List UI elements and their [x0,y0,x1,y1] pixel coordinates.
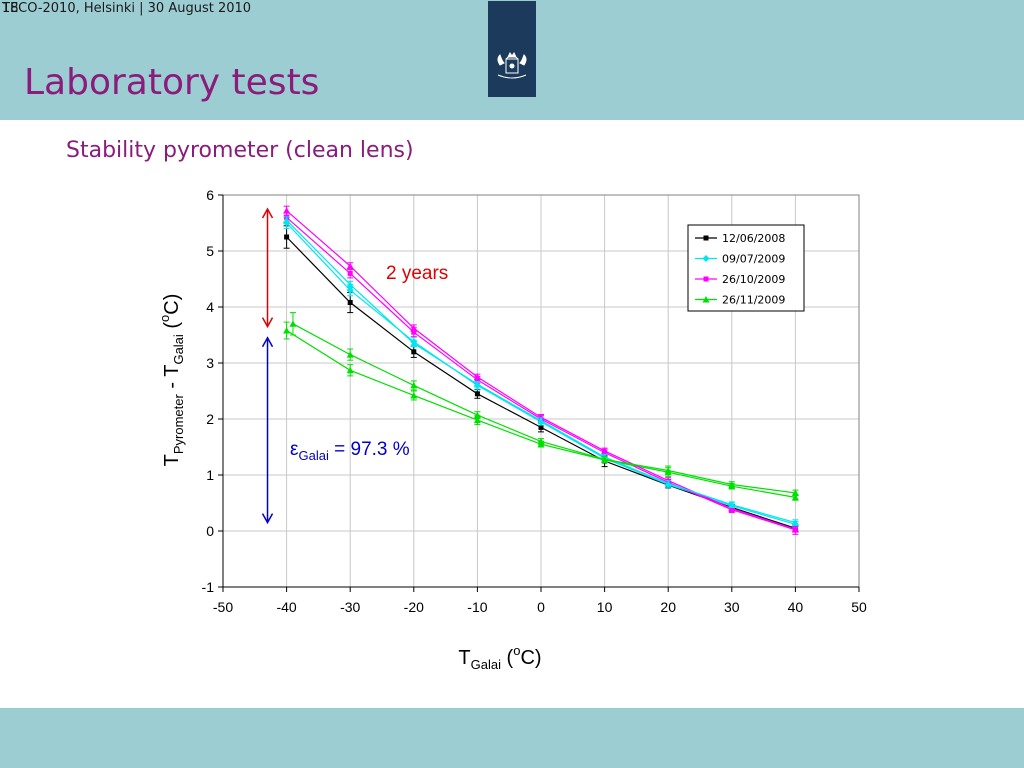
y-tick-label: -1 [202,579,215,595]
data-point [346,262,354,270]
y-tick-label: 4 [206,299,214,315]
x-tick-label: 50 [851,599,867,615]
series-line [292,323,796,494]
data-point [791,519,799,526]
legend-label: 12/06/2008 [722,232,785,245]
data-point [601,455,609,463]
data-point [538,424,544,430]
annotation-two-years: 2 years [386,263,448,284]
y-tick-label: 3 [206,355,214,371]
y-tick-label: 5 [206,243,214,259]
data-point [537,437,545,445]
data-series [289,312,799,497]
series-layer [283,205,799,535]
data-point [664,479,672,487]
data-point [473,373,481,380]
x-tick-label: -10 [467,599,487,615]
data-point [664,467,672,474]
conference-info: TECO-2010, Helsinki | 30 August 2010 [2,1,252,16]
data-point [702,255,710,262]
data-point [346,351,354,358]
x-tick-label: 0 [537,599,545,615]
y-tick-label: 0 [206,523,214,539]
data-point [283,216,291,224]
data-point [473,380,481,388]
data-point [411,349,417,355]
footer-band [0,708,1024,768]
data-point [410,381,418,389]
slide-number: 18 [2,1,19,16]
data-point [702,296,710,303]
legend-label: 09/07/2009 [722,253,785,266]
data-point [346,281,354,288]
data-point [410,339,418,347]
data-point [289,320,297,327]
x-tick-label: -50 [213,599,233,615]
annotation-emissivity: εGalai = 97.3 % [290,439,410,463]
data-point [410,324,418,332]
arrow-head [261,513,274,525]
data-point [728,481,736,488]
y-axis-title: TPyrometer - TGalai (oC) [157,294,186,467]
data-point [410,391,418,399]
x-axis-title: TGalai (oC) [458,643,541,672]
data-point [283,207,291,214]
data-point [283,327,291,334]
chart-subtitle: Stability pyrometer (clean lens) [66,138,414,163]
legend: 12/06/2008 09/07/2009 26/10/2009 26/11/2009 [687,224,805,312]
data-point [728,505,736,512]
data-point [347,270,353,276]
legend-label: 26/10/2009 [722,273,785,286]
x-tick-label: -40 [276,599,296,615]
data-point [537,413,545,421]
x-tick-label: 20 [660,599,676,615]
data-point [537,417,545,424]
arrow-head [261,317,274,329]
dutch-coat-of-arms-icon [488,1,536,97]
x-tick-label: -20 [404,599,424,615]
y-tick-label: 6 [206,187,214,203]
y-tick-label: 1 [206,467,214,483]
arrow-head [261,336,274,348]
data-point [791,493,799,501]
data-point [346,366,354,374]
data-point [411,329,417,335]
double-arrow [261,336,274,525]
data-point [703,276,709,282]
x-tick-label: 30 [724,599,740,615]
data-series [283,216,799,526]
data-point [474,391,480,397]
data-point [791,525,799,533]
y-tick-label: 2 [206,411,214,427]
data-point [473,411,481,419]
arrow-head [261,207,274,219]
data-point [791,489,799,496]
data-point [601,447,609,454]
slide-title: Laboratory tests [24,62,320,103]
double-arrow [261,207,274,329]
data-point [728,501,736,508]
data-point [284,234,290,240]
data-point [347,300,353,306]
data-point [473,416,481,424]
annotation-arrows [261,207,274,525]
data-point [703,235,709,241]
x-tick-label: 10 [597,599,613,615]
legend-label: 26/11/2009 [722,294,785,307]
x-tick-label: -30 [340,599,360,615]
x-tick-label: 40 [788,599,804,615]
